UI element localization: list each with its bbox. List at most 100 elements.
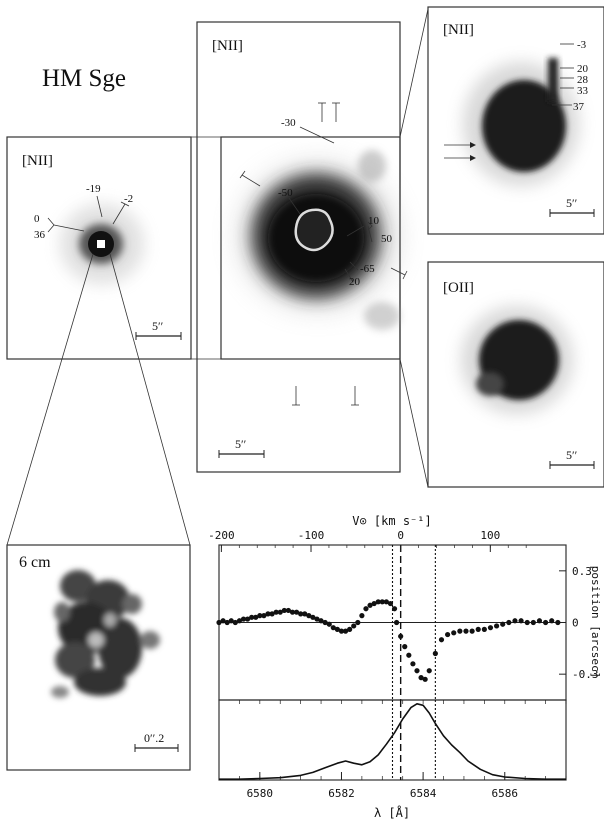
position-point [318, 618, 324, 624]
spectrum-x-axis-label: λ [Å] [374, 805, 410, 820]
position-point [281, 607, 287, 614]
vel-label-50: 50 [381, 233, 393, 245]
right-oii-scale-label: 5′′ [566, 448, 578, 462]
position-point [314, 616, 320, 622]
position-point [494, 623, 500, 629]
right-top-panel-label: [NII] [443, 22, 474, 38]
position-point [355, 619, 361, 626]
position-point [216, 619, 222, 626]
position-point [351, 623, 357, 629]
vel-label-33: 33 [577, 85, 589, 97]
position-point [512, 618, 518, 624]
panel-left-nii: [NII] -19 -2 0 36 5′′ [6, 136, 192, 360]
object-title: HM Sge [42, 65, 126, 92]
right-oii-nebula-image [461, 306, 573, 414]
position-point [310, 614, 316, 620]
position-point [418, 675, 424, 681]
position-point [220, 618, 226, 624]
position-point [224, 619, 230, 626]
position-point [469, 628, 475, 634]
panel-radio-6cm: 6 cm 0′′.2 [6, 544, 191, 771]
position-point [393, 619, 400, 626]
vel-label-m2: -2 [124, 193, 133, 205]
position-point [277, 609, 283, 615]
vel-label-m65: -65 [360, 263, 375, 275]
center-scale-label: 5′′ [235, 437, 247, 451]
position-point [244, 616, 251, 622]
vel-label-20: 20 [349, 276, 361, 288]
chart-spectrum: λ [Å] 6580 6582 6584 6586 [218, 699, 567, 820]
center-panel-label: [NII] [212, 38, 243, 54]
position-point [422, 676, 428, 682]
position-point [338, 628, 345, 634]
position-point [383, 599, 389, 605]
position-point [506, 619, 512, 626]
position-point [549, 618, 555, 624]
right-tick-label-1: 0 [572, 617, 579, 630]
position-point [445, 631, 451, 638]
position-point [414, 668, 420, 674]
position-point [457, 628, 463, 634]
x-tick-label-0: 6580 [247, 787, 274, 800]
position-point [475, 626, 481, 632]
vel-label-m30: -30 [281, 117, 296, 129]
x-tick-label-1: 6582 [328, 787, 355, 800]
position-point [363, 606, 369, 612]
vel-label-20b: 20 [577, 63, 589, 75]
position-point [334, 626, 340, 632]
position-point [406, 652, 412, 658]
position-point [289, 609, 296, 615]
position-point [257, 613, 263, 619]
vel-label-28: 28 [577, 74, 589, 86]
vel-label-m50: -50 [278, 187, 293, 199]
position-point [432, 650, 438, 657]
radio-panel-label: 6 cm [19, 554, 51, 571]
top-tick-label-0: -200 [208, 529, 235, 542]
center-markers [239, 102, 408, 406]
position-point [555, 619, 561, 626]
position-point [451, 630, 457, 636]
panel-right-oii: [OII] 5′′ [427, 261, 604, 488]
position-point [398, 633, 404, 639]
panel-center-nii: [NII] -30 -50 10 50 -65 20 5′′ [196, 21, 408, 473]
position-point [285, 607, 291, 614]
position-point [261, 613, 267, 619]
position-point [359, 613, 365, 619]
position-point [426, 668, 432, 674]
vel-label-0: 0 [34, 213, 40, 225]
position-point [438, 637, 445, 643]
position-point [387, 600, 394, 607]
position-point [391, 606, 398, 612]
top-tick-label-2: 0 [397, 529, 404, 542]
position-point [302, 611, 308, 617]
position-point [236, 618, 243, 624]
position-point [326, 621, 332, 627]
top-tick-label-1: -100 [298, 529, 325, 542]
vel-label-10: 10 [368, 215, 380, 227]
position-point [402, 644, 408, 650]
center-nebula-image [240, 150, 400, 330]
top-tick-label-3: 100 [480, 529, 500, 542]
vel-label-m3: -3 [577, 39, 587, 51]
position-point [375, 599, 381, 605]
position-point [530, 619, 536, 626]
position-point [240, 616, 247, 622]
position-point [524, 619, 530, 626]
position-point [330, 625, 336, 631]
position-point [410, 661, 416, 667]
position-point [306, 613, 312, 619]
right-top-nebula-image [463, 58, 579, 186]
left-nebula-image [60, 204, 144, 284]
position-point [481, 626, 487, 632]
position-point [293, 609, 300, 615]
position-point [463, 628, 469, 634]
position-point [536, 618, 543, 624]
position-point [518, 618, 524, 624]
position-point [273, 609, 279, 615]
position-point [379, 599, 385, 605]
position-point [249, 614, 255, 620]
right-top-scale-label: 5′′ [566, 196, 578, 210]
position-point [232, 619, 238, 626]
zoom-connectors [6, 8, 429, 546]
